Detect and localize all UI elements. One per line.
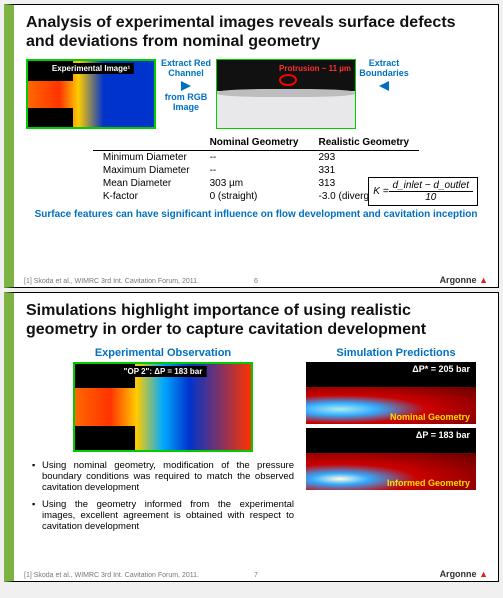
observation-label: "OP 2": ΔP = 183 bar [120,366,207,377]
page-number: 7 [254,572,258,579]
arrow-left-icon [379,81,389,91]
table-row: Minimum Diameter--293 [93,151,419,165]
sim-geometry-label: Nominal Geometry [390,412,470,422]
argonne-logo: Argonne ▲ [440,569,488,579]
protrusion-circle-icon [279,74,297,86]
arrow-right-icon [181,81,191,91]
sim-geometry-label: Informed Geometry [387,478,470,488]
from-rgb-label: from RGB Image [158,93,214,113]
col-realistic: Realistic Geometry [309,135,420,151]
slide-2: Simulations highlight importance of usin… [4,292,499,582]
table-header-row: Nominal Geometry Realistic Geometry [93,135,419,151]
slide-title: Analysis of experimental images reveals … [26,13,486,51]
content-row: Experimental Observation "OP 2": ΔP = 18… [26,347,486,538]
page-number: 6 [254,278,258,285]
simulation-image-nominal: ΔP* = 205 bar Nominal Geometry [306,362,476,424]
simulation-image-informed: ΔP = 183 bar Informed Geometry [306,428,476,490]
right-column: Simulation Predictions ΔP* = 205 bar Nom… [306,347,486,538]
bullet-list: Using nominal geometry, modification of … [32,460,294,532]
simulation-heading: Simulation Predictions [306,347,486,359]
experimental-image-label: Experimental Image¹ [48,63,134,74]
bullet-item: Using the geometry informed from the exp… [32,499,294,532]
observation-image: "OP 2": ΔP = 183 bar [73,362,253,452]
table-row: Maximum Diameter--331 [93,164,419,177]
sim-dp-label: ΔP* = 205 bar [412,364,470,374]
extract-red-label: Extract Red Channel [158,59,214,79]
protrusion-label: Protrusion ~ 11 µm [279,64,351,73]
boundary-image: Protrusion ~ 11 µm [216,59,356,129]
image-processing-row: Experimental Image¹ Extract Red Channel … [26,59,486,129]
callout-text: Surface features can have significant in… [26,209,486,221]
extract-boundaries-label: Extract Boundaries [358,59,410,79]
arrow-col-2: Extract Boundaries [356,59,412,93]
reference-text: [1] Skoda et al., WIMRC 3rd Int. Cavitat… [24,278,199,285]
sim-dp-label: ΔP = 183 bar [416,430,470,440]
bullet-item: Using nominal geometry, modification of … [32,460,294,493]
col-nominal: Nominal Geometry [200,135,309,151]
slide-1: Analysis of experimental images reveals … [4,4,499,288]
left-column: Experimental Observation "OP 2": ΔP = 18… [26,347,300,538]
k-factor-equation: K = d_inlet − d_outlet 10 [368,177,478,206]
slide-footer: [1] Skoda et al., WIMRC 3rd Int. Cavitat… [24,275,488,285]
slide-footer: [1] Skoda et al., WIMRC 3rd Int. Cavitat… [24,569,488,579]
arrow-col-1: Extract Red Channel from RGB Image [156,59,216,113]
reference-text: [1] Skoda et al., WIMRC 3rd Int. Cavitat… [24,572,199,579]
slide-title: Simulations highlight importance of usin… [26,301,486,339]
argonne-logo: Argonne ▲ [440,275,488,285]
experimental-image: Experimental Image¹ [26,59,156,129]
experimental-heading: Experimental Observation [26,347,300,359]
